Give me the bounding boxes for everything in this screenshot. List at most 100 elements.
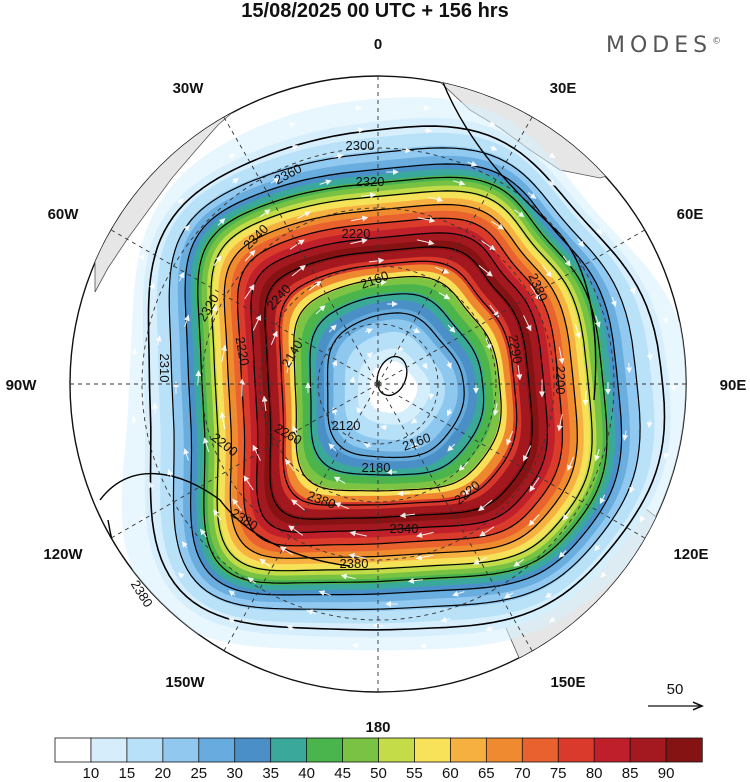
wind-vector: [594, 544, 601, 552]
wind-vector: [522, 445, 532, 462]
wind-vector: [596, 228, 603, 235]
wind-vector: [479, 526, 495, 537]
wind-vector: [599, 197, 606, 204]
wind-vector: [462, 485, 476, 496]
lon-label-0: 0: [374, 36, 382, 53]
wind-vector: [447, 443, 456, 452]
wind-vector: [297, 211, 311, 219]
colorbar-swatch: [90, 737, 128, 763]
wind-vector: [360, 192, 377, 199]
wind-vector: [217, 217, 226, 226]
wind-vector: [252, 444, 261, 461]
wind-vector: [228, 153, 236, 160]
wind-vector: [261, 395, 268, 412]
contour-label: 2180: [362, 460, 391, 475]
wind-vector: [221, 344, 228, 363]
wind-vector: [350, 238, 368, 245]
wind-vector: [506, 431, 514, 446]
wind-vector: [397, 490, 411, 497]
wind-vector: [396, 345, 404, 352]
wind-vector: [328, 443, 337, 452]
wind-vector: [542, 264, 552, 278]
height-contour: [327, 312, 465, 459]
wind-vector: [562, 509, 571, 521]
height-contour: [168, 147, 641, 611]
wind-vector: [328, 324, 337, 333]
height-contour: [237, 217, 564, 547]
lon-label-180: 180: [365, 719, 390, 736]
colorbar-swatch: [557, 737, 595, 763]
wind-vector: [349, 530, 368, 537]
wind-vector: [183, 224, 190, 232]
wind-vector: [523, 315, 532, 332]
brand-name: MODES: [606, 33, 713, 58]
wind-vector: [289, 239, 305, 250]
wind-vector: [354, 665, 362, 672]
lon-label-30e: 30E: [550, 80, 577, 97]
colorbar-swatch: [629, 737, 667, 763]
colorbar-swatch: [414, 737, 452, 763]
wind-vector: [290, 144, 299, 151]
wind-vector: [410, 442, 419, 448]
wind-vector: [114, 316, 121, 324]
meridian-line: [111, 383, 379, 539]
colorbar-tick-label: 40: [298, 765, 315, 782]
wind-vector: [562, 255, 571, 267]
height-contour: [223, 203, 578, 559]
wind-vector: [410, 417, 418, 424]
wind-vector: [203, 437, 210, 452]
wind-vector: [350, 215, 369, 222]
colorbar-swatch: [342, 737, 380, 763]
colorbar-tick-label: 50: [370, 765, 387, 782]
wind-vectors: [107, 104, 677, 672]
wind-vector: [115, 451, 122, 459]
wind-vector: [199, 528, 207, 538]
meridian-line: [223, 117, 379, 385]
wind-vector: [270, 177, 280, 184]
latitude-circle: [259, 265, 497, 503]
contour-label: 2380: [340, 556, 369, 571]
colorbar-tick-label: 85: [622, 765, 639, 782]
wind-vector: [332, 406, 338, 415]
wind-vector: [319, 179, 332, 186]
wind-vector: [155, 335, 162, 346]
wind-vector: [292, 425, 299, 438]
wind-vector: [270, 330, 278, 345]
wind-vector: [622, 430, 629, 441]
wind-vector: [530, 285, 541, 301]
wind-vector: [646, 420, 653, 429]
wind-vector: [567, 456, 574, 472]
wind-vector: [446, 361, 452, 370]
wind-vector: [288, 525, 304, 536]
wind-vector: [178, 271, 185, 282]
lon-label-150w: 150W: [165, 674, 205, 691]
contour-label: 2300: [346, 138, 375, 153]
wind-vector: [213, 509, 222, 521]
wind-vector: [131, 415, 138, 424]
brand-mark: ©: [712, 36, 722, 47]
wind-vector: [285, 360, 292, 373]
colorbar-tick-label: 55: [406, 765, 423, 782]
height-contour: [264, 246, 533, 520]
wind-vector: [351, 642, 360, 649]
wind-vector: [599, 494, 606, 505]
wind-vector: [438, 292, 451, 300]
wind-vector: [492, 403, 499, 416]
colorbar-tick-label: 65: [478, 765, 495, 782]
wind-vector: [373, 279, 387, 286]
wind-vector: [416, 239, 435, 246]
wind-vector: [527, 192, 537, 199]
lon-label-120e: 120E: [673, 546, 708, 563]
wind-vector: [662, 317, 669, 325]
wind-vector: [467, 160, 478, 167]
meridian-line: [223, 383, 379, 651]
wind-vector: [232, 177, 239, 184]
contour-label: 2320: [356, 174, 385, 189]
wind-vector: [638, 253, 644, 261]
wind-vector: [131, 347, 138, 356]
wind-vector: [480, 240, 496, 251]
colorbar-swatch: [306, 737, 344, 763]
wind-vector: [447, 324, 456, 333]
wind-vector: [626, 362, 633, 374]
